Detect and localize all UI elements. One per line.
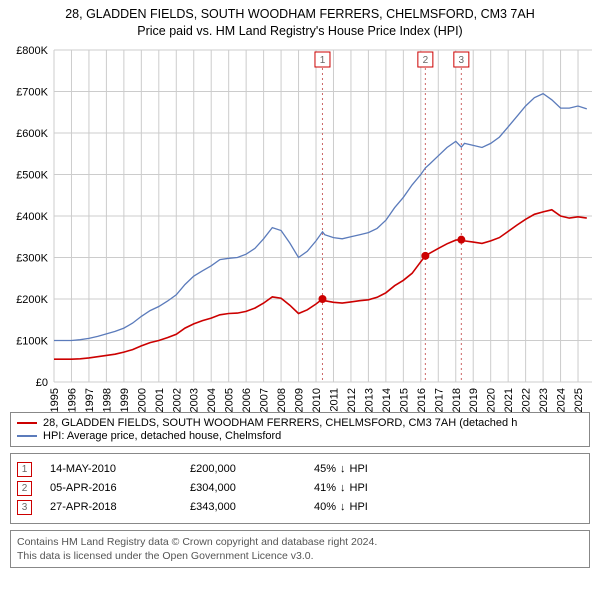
series-property bbox=[54, 210, 587, 359]
sale-delta: 45%↓HPI bbox=[314, 463, 583, 475]
svg-text:2014: 2014 bbox=[381, 388, 393, 412]
legend-row-0: 28, GLADDEN FIELDS, SOUTH WOODHAM FERRER… bbox=[17, 417, 583, 429]
sale-marker-3 bbox=[457, 235, 465, 243]
chart-plot: £0 £100K £200K £300K £400K £500K £600K £700K £80… bbox=[0, 42, 600, 412]
svg-text:2016: 2016 bbox=[416, 388, 428, 412]
svg-text:£800K: £800K bbox=[16, 45, 48, 57]
svg-text:2003: 2003 bbox=[189, 388, 201, 412]
svg-text:£500K: £500K bbox=[16, 169, 48, 181]
svg-text:2015: 2015 bbox=[398, 388, 410, 412]
svg-text:2004: 2004 bbox=[206, 388, 218, 412]
svg-text:2018: 2018 bbox=[451, 388, 463, 412]
footer: Contains HM Land Registry data © Crown c… bbox=[10, 530, 590, 568]
sale-marker-box: 1 bbox=[17, 462, 32, 477]
sale-delta: 41%↓HPI bbox=[314, 482, 583, 494]
sale-price: £304,000 bbox=[190, 482, 310, 494]
sale-price: £343,000 bbox=[190, 501, 310, 513]
footer-line-1: Contains HM Land Registry data © Crown c… bbox=[17, 535, 583, 549]
svg-text:2012: 2012 bbox=[346, 388, 358, 412]
legend-row-1: HPI: Average price, detached house, Chel… bbox=[17, 430, 583, 442]
svg-text:2002: 2002 bbox=[171, 388, 183, 412]
chart-container: 28, GLADDEN FIELDS, SOUTH WOODHAM FERRER… bbox=[0, 0, 600, 568]
svg-text:£700K: £700K bbox=[16, 86, 48, 98]
title-block: 28, GLADDEN FIELDS, SOUTH WOODHAM FERRER… bbox=[0, 0, 600, 42]
footer-line-2: This data is licensed under the Open Gov… bbox=[17, 549, 583, 563]
svg-text:2024: 2024 bbox=[556, 388, 568, 412]
svg-text:2019: 2019 bbox=[468, 388, 480, 412]
svg-text:2013: 2013 bbox=[363, 388, 375, 412]
down-arrow-icon: ↓ bbox=[340, 463, 346, 475]
sale-marker-1 bbox=[318, 295, 326, 303]
legend-label: HPI: Average price, detached house, Chel… bbox=[43, 430, 281, 442]
svg-text:1996: 1996 bbox=[66, 388, 78, 412]
sale-date: 27-APR-2018 bbox=[36, 501, 186, 513]
svg-text:2022: 2022 bbox=[521, 388, 533, 412]
svg-text:2000: 2000 bbox=[136, 388, 148, 412]
svg-text:£200K: £200K bbox=[16, 294, 48, 306]
sale-date: 05-APR-2016 bbox=[36, 482, 186, 494]
svg-text:£400K: £400K bbox=[16, 211, 48, 223]
svg-text:£300K: £300K bbox=[16, 252, 48, 264]
sales-table: 1 14-MAY-2010 £200,000 45%↓HPI 2 05-APR-2016 £… bbox=[10, 453, 590, 524]
title-line-2: Price paid vs. HM Land Registry's House … bbox=[8, 23, 592, 40]
legend-swatch bbox=[17, 435, 37, 437]
svg-text:2006: 2006 bbox=[241, 388, 253, 412]
down-arrow-icon: ↓ bbox=[340, 501, 346, 513]
svg-text:2017: 2017 bbox=[433, 388, 445, 412]
svg-text:1997: 1997 bbox=[84, 388, 96, 412]
svg-text:2001: 2001 bbox=[154, 388, 166, 412]
svg-text:1995: 1995 bbox=[49, 388, 61, 412]
sale-delta: 40%↓HPI bbox=[314, 501, 583, 513]
chart-svg: £0 £100K £200K £300K £400K £500K £600K £700K £80… bbox=[0, 42, 600, 412]
sale-marker-box: 2 bbox=[17, 481, 32, 496]
svg-text:2007: 2007 bbox=[259, 388, 271, 412]
svg-text:2008: 2008 bbox=[276, 388, 288, 412]
series-hpi bbox=[54, 93, 587, 340]
svg-text:1999: 1999 bbox=[119, 388, 131, 412]
svg-text:2020: 2020 bbox=[486, 388, 498, 412]
svg-text:£100K: £100K bbox=[16, 335, 48, 347]
svg-text:2005: 2005 bbox=[224, 388, 236, 412]
legend-label: 28, GLADDEN FIELDS, SOUTH WOODHAM FERRER… bbox=[43, 417, 517, 429]
svg-text:1998: 1998 bbox=[101, 388, 113, 412]
svg-text:2010: 2010 bbox=[311, 388, 323, 412]
svg-text:2025: 2025 bbox=[573, 388, 585, 412]
title-line-1: 28, GLADDEN FIELDS, SOUTH WOODHAM FERRER… bbox=[8, 6, 592, 23]
sale-date: 14-MAY-2010 bbox=[36, 463, 186, 475]
sale-row-2: 2 05-APR-2016 £304,000 41%↓HPI bbox=[17, 481, 583, 496]
sale-price: £200,000 bbox=[190, 463, 310, 475]
sale-row-1: 1 14-MAY-2010 £200,000 45%↓HPI bbox=[17, 462, 583, 477]
sale-row-3: 3 27-APR-2018 £343,000 40%↓HPI bbox=[17, 500, 583, 515]
svg-text:1: 1 bbox=[320, 55, 326, 66]
svg-text:2009: 2009 bbox=[294, 388, 306, 412]
svg-text:2: 2 bbox=[423, 55, 429, 66]
legend-swatch bbox=[17, 422, 37, 424]
svg-text:£600K: £600K bbox=[16, 128, 48, 140]
svg-text:2011: 2011 bbox=[328, 388, 340, 412]
svg-text:£0: £0 bbox=[36, 377, 48, 389]
down-arrow-icon: ↓ bbox=[340, 482, 346, 494]
svg-text:2023: 2023 bbox=[538, 388, 550, 412]
legend: 28, GLADDEN FIELDS, SOUTH WOODHAM FERRER… bbox=[10, 412, 590, 447]
sale-marker-2 bbox=[421, 252, 429, 260]
svg-text:2021: 2021 bbox=[503, 388, 515, 412]
sale-marker-box: 3 bbox=[17, 500, 32, 515]
svg-text:3: 3 bbox=[459, 55, 465, 66]
